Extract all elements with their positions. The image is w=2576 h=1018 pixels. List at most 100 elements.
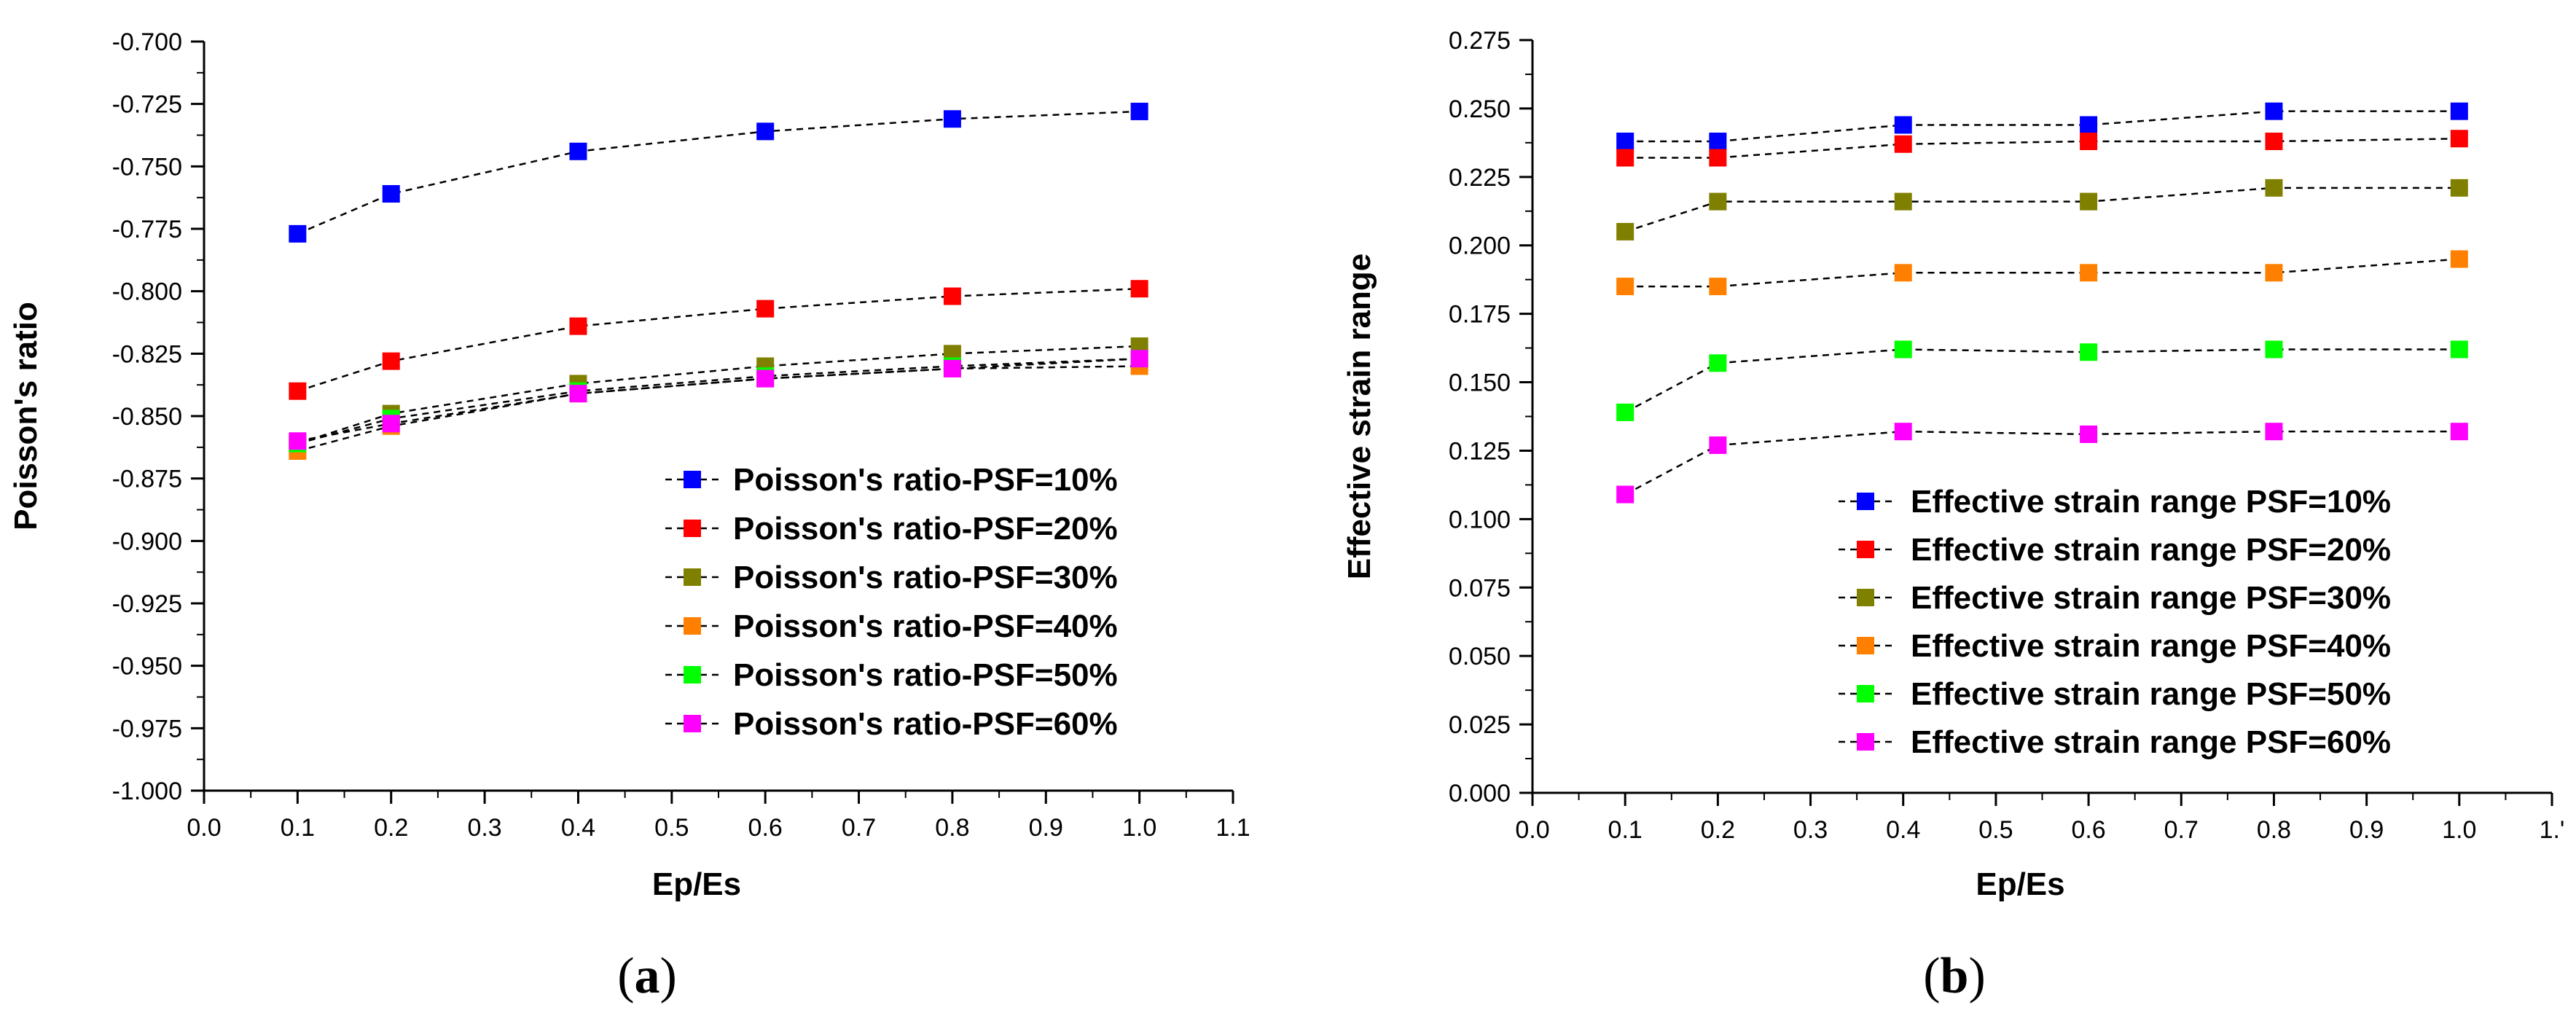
data-point <box>1894 116 1912 134</box>
x-tick-label: 0.1 <box>281 814 315 842</box>
data-point <box>2265 102 2283 120</box>
x-tick-label: 0.6 <box>748 814 783 842</box>
legend: Poisson's ratio-PSF=10% Poisson's ratio-P… <box>665 462 1118 742</box>
series-line <box>297 365 1140 453</box>
data-point <box>1616 132 1635 150</box>
x-tick-label: 0.2 <box>1701 816 1735 844</box>
x-tick-label: 0.8 <box>935 814 969 842</box>
x-tick-label: 0.1 <box>1608 816 1643 844</box>
y-axis-title: Poisson's ratio <box>8 302 44 530</box>
x-tick-label: 0.9 <box>1029 814 1063 842</box>
legend-marker <box>1857 637 1874 654</box>
data-point <box>289 224 307 243</box>
y-axis-title: Effective strain range <box>1342 254 1377 580</box>
series-line <box>297 357 1140 445</box>
y-tick-label: -0.825 <box>112 340 182 368</box>
legend-label: Poisson's ratio-PSF=50% <box>733 657 1118 693</box>
data-point <box>2450 179 2468 197</box>
x-tick-label: 0.5 <box>654 814 689 842</box>
y-tick-label: 0.275 <box>1449 27 1511 55</box>
legend-label: Effective strain range PSF=60% <box>1911 724 2391 760</box>
data-point <box>1894 192 1912 211</box>
x-tick-label: 0.8 <box>2257 816 2291 844</box>
data-point <box>2080 425 2098 443</box>
data-point <box>943 110 961 128</box>
data-point <box>1894 264 1912 282</box>
data-point <box>569 142 587 160</box>
data-point <box>1709 132 1727 150</box>
legend-label: Effective strain range PSF=40% <box>1911 628 2391 664</box>
y-tick-label: 0.025 <box>1449 711 1511 739</box>
legend-marker <box>1857 493 1874 510</box>
data-point <box>2080 116 2098 134</box>
legend-label: Poisson's ratio-PSF=30% <box>733 560 1118 595</box>
data-point <box>382 185 400 203</box>
y-tick-label: 0.125 <box>1449 437 1511 465</box>
legend-marker <box>1857 733 1874 751</box>
data-point <box>1709 436 1727 454</box>
y-tick-label: 0.250 <box>1449 95 1511 123</box>
y-tick-label: -0.850 <box>112 403 182 431</box>
legend-label: Poisson's ratio-PSF=10% <box>733 462 1118 498</box>
legend-marker <box>684 617 701 635</box>
x-tick-label: 0.7 <box>2164 816 2199 844</box>
x-axis-title: Ep/Es <box>652 866 741 902</box>
data-point <box>1894 423 1912 441</box>
data-point <box>2080 343 2098 361</box>
y-tick-label: -0.750 <box>112 153 182 181</box>
data-point <box>1616 278 1635 296</box>
legend-marker <box>684 715 701 732</box>
x-tick-label: 0.4 <box>561 814 595 842</box>
data-point <box>1709 192 1727 211</box>
data-point <box>569 317 587 335</box>
chart-panel-b: 0.0 0.1 0.2 0.3 0.4 0.5 0.6 0.7 0.8 0.9 1.0 1.' 0.00… <box>1342 27 2564 1004</box>
data-point <box>2450 250 2468 268</box>
x-tick-label: 0.3 <box>1793 816 1828 844</box>
data-point <box>382 352 400 370</box>
data-point <box>1616 222 1635 240</box>
y-tick-label: -0.875 <box>112 466 182 493</box>
x-tick-label: 0.4 <box>1886 816 1920 844</box>
legend-marker <box>684 520 701 537</box>
data-point <box>2265 423 2283 441</box>
data-point <box>756 122 775 141</box>
series-line <box>297 110 1140 235</box>
legend-marker <box>684 666 701 684</box>
data-point <box>943 287 961 305</box>
series-line <box>1625 258 2459 288</box>
series-line <box>1624 348 2459 413</box>
legend-marker <box>684 471 701 488</box>
series-line <box>1624 187 2459 233</box>
y-tick-label: 0.150 <box>1449 369 1511 397</box>
data-point <box>1894 135 1912 153</box>
data-point <box>2080 192 2098 211</box>
series-line <box>297 357 1140 442</box>
data-point <box>2450 102 2468 120</box>
y-tick-label: -0.725 <box>112 91 182 119</box>
y-tick-label: 0.050 <box>1449 643 1511 670</box>
legend-label: Effective strain range PSF=20% <box>1911 532 2391 568</box>
y-tick-label: -1.000 <box>112 778 182 805</box>
legend-marker <box>684 568 701 586</box>
data-point <box>1616 403 1635 421</box>
data-point <box>1616 485 1635 504</box>
x-tick-label: 1.' <box>2540 816 2565 844</box>
x-tick-label: 0.0 <box>1515 816 1549 844</box>
data-point <box>1130 102 1148 120</box>
data-point <box>2265 340 2283 359</box>
data-point <box>2450 130 2468 148</box>
series-line <box>1625 137 2459 159</box>
data-point <box>382 415 400 433</box>
series-line <box>297 287 1140 392</box>
x-axis-title: Ep/Es <box>1976 866 2064 902</box>
legend-marker <box>1857 541 1874 558</box>
x-tick-label: 0.9 <box>2349 816 2384 844</box>
series-line <box>1625 110 2459 143</box>
x-tick-label: 0.3 <box>467 814 501 842</box>
data-point <box>2080 132 2098 150</box>
x-tick-label: 1.0 <box>1122 814 1156 842</box>
panel-label: (a) <box>617 948 677 1004</box>
data-point <box>569 385 587 403</box>
y-tick-label: 0.100 <box>1449 506 1511 533</box>
y-tick-label: -0.775 <box>112 216 182 243</box>
